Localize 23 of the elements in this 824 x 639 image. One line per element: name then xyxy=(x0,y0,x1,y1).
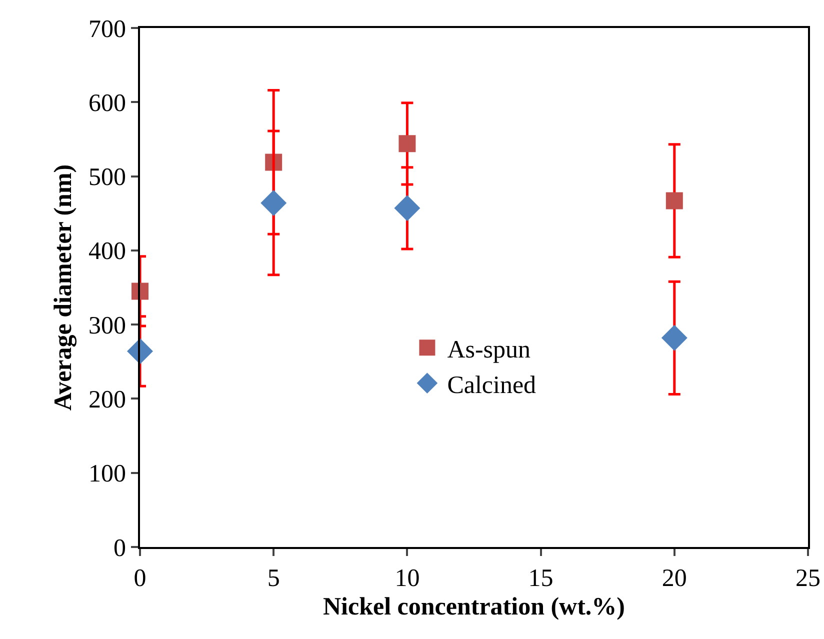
point xyxy=(666,192,683,210)
x-tick-label: 15 xyxy=(528,565,554,592)
y-tick-label: 700 xyxy=(88,16,126,43)
x-tick-label: 20 xyxy=(662,565,687,592)
x-tick-label: 25 xyxy=(796,565,820,592)
x-tick-label: 5 xyxy=(267,565,280,592)
point xyxy=(260,190,287,216)
legend-label: As-spun xyxy=(447,336,532,364)
y-tick-label: 400 xyxy=(88,238,126,266)
y-tick-label: 0 xyxy=(114,534,126,562)
y-tick-label: 200 xyxy=(88,386,126,414)
point xyxy=(394,195,420,222)
legend-label: Calcined xyxy=(447,372,537,399)
x-axis-title: Nickel concentration (wt.%) xyxy=(322,594,626,620)
point xyxy=(661,324,688,351)
y-tick-label: 600 xyxy=(88,90,126,117)
x-tick-label: 0 xyxy=(134,565,146,592)
y-tick-label: 100 xyxy=(88,460,126,488)
x-tick-label: 10 xyxy=(394,565,420,592)
y-tick-label: 500 xyxy=(88,164,126,192)
point xyxy=(398,135,416,152)
y-tick-label: 300 xyxy=(88,312,126,340)
y-axis-title: Average diameter (nm) xyxy=(50,164,77,411)
